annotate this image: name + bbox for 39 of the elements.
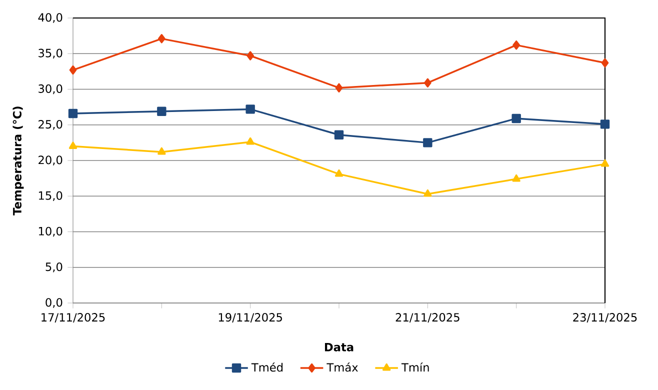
point [246,104,255,114]
point [334,130,344,140]
y-tick-label: 20,0 [38,156,62,166]
y-axis-title: Temperatura (°C) [12,106,24,216]
point [512,40,520,50]
y-tick-label: 5,0 [46,262,62,272]
point [424,78,432,88]
x-tick-label: 19/11/2025 [218,313,282,322]
point [246,137,254,145]
x-axis-title: Data [324,342,354,352]
y-tick-label: 10,0 [38,226,62,237]
x-tick-label: 23/11/2025 [573,313,637,322]
point [246,51,254,60]
x-tick-label: 21/11/2025 [396,313,460,322]
y-tick-label: 25,0 [38,120,62,130]
y-tick-label: 30,0 [38,84,62,94]
point [68,108,78,118]
point [334,169,344,177]
y-tick-label: 0,0 [46,298,62,308]
point [424,189,432,197]
point [68,142,78,149]
point [335,83,343,92]
point [512,114,521,124]
y-tick-label: 40,0 [38,13,62,23]
y-tick-label: 35,0 [38,48,62,58]
y-tick-label: 15,0 [38,191,62,201]
point [158,147,166,155]
point [158,34,166,44]
x-tick-label: 17/11/2025 [42,313,105,322]
legend-label: Tméd [251,362,283,372]
point [157,106,166,116]
point [423,138,432,148]
point [600,159,610,167]
legend-label: Tmáx [326,362,358,372]
point [512,174,520,182]
point [69,65,77,75]
point [600,120,610,129]
point [601,58,609,68]
legend-label: Tmín [401,362,429,372]
